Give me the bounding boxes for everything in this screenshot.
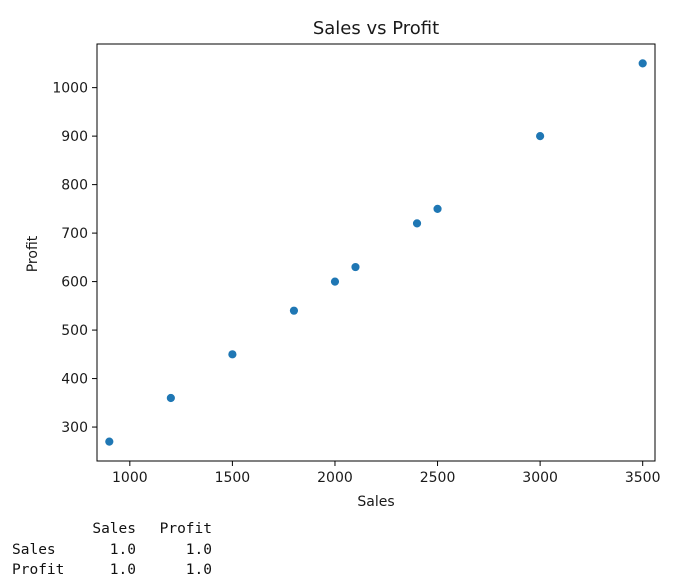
correlation-row: Sales 1.0 1.0 <box>12 540 212 561</box>
data-point <box>637 58 648 69</box>
y-tick-label: 1000 <box>52 81 88 97</box>
y-tick-label: 400 <box>61 372 88 388</box>
data-point <box>289 305 299 316</box>
y-tick-label: 600 <box>61 275 88 291</box>
correlation-cell: 1.0 <box>109 541 136 558</box>
scatter-chart: Sales vs Profit 1000 1500 2000 2500 3000 3500… <box>25 18 661 510</box>
chart-title: Sales vs Profit <box>313 18 439 39</box>
correlation-cell: 1.0 <box>185 562 212 578</box>
data-point <box>330 276 340 287</box>
x-tick-label: 3000 <box>522 470 558 486</box>
data-point <box>350 262 361 272</box>
x-tick-label: 1500 <box>215 470 251 486</box>
data-point <box>412 218 422 229</box>
x-axis: 1000 1500 2000 2500 3000 3500 <box>112 461 661 486</box>
plot-area <box>96 43 656 462</box>
y-tick-label: 800 <box>61 178 88 194</box>
correlation-header-row: Sales Profit <box>12 519 212 540</box>
y-axis-label: Profit <box>25 235 41 272</box>
x-tick-label: 2000 <box>317 470 353 486</box>
y-axis: 300 400 500 600 700 800 900 1000 <box>52 81 97 436</box>
data-point <box>104 436 115 447</box>
correlation-cell: 1.0 <box>109 562 136 578</box>
correlation-row: Profit 1.0 1.0 <box>12 560 212 581</box>
correlation-column-header: Sales <box>92 521 136 537</box>
y-tick-label: 300 <box>61 420 88 436</box>
x-axis-label: Sales <box>357 494 394 510</box>
x-tick-label: 2500 <box>420 470 456 486</box>
data-point <box>535 131 546 142</box>
y-tick-label: 700 <box>61 226 88 242</box>
x-tick-label: 3500 <box>625 470 661 486</box>
correlation-row-label: Profit <box>12 562 65 578</box>
correlation-cell: 1.0 <box>185 541 212 558</box>
data-point <box>165 393 176 403</box>
y-tick-label: 500 <box>61 323 88 339</box>
data-point <box>227 349 238 360</box>
x-tick-label: 1000 <box>112 470 148 486</box>
correlation-row-label: Sales <box>12 541 56 558</box>
y-tick-label: 900 <box>61 129 88 145</box>
correlation-table: Sales Profit Sales 1.0 1.0 Profit 1.0 1.… <box>12 519 212 581</box>
correlation-column-header: Profit <box>159 521 212 537</box>
correlation-corner <box>12 519 88 540</box>
data-point <box>432 203 443 214</box>
data-points <box>104 58 648 447</box>
